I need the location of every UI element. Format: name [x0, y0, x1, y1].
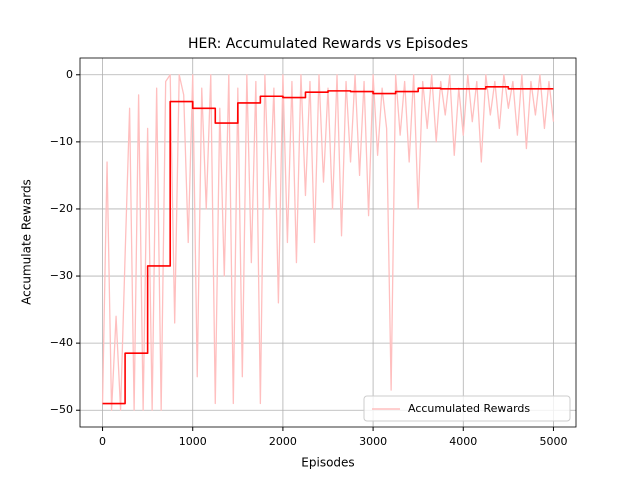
y-axis-label: Accumulate Rewards: [20, 179, 34, 305]
x-tick-label: 1000: [179, 435, 207, 448]
legend-box: [363, 395, 571, 422]
y-tick-label: 0: [66, 68, 73, 81]
y-tick-label: −40: [50, 336, 73, 349]
data-line: [102, 86, 554, 405]
y-tick-label: −10: [50, 135, 73, 148]
data-line: [101, 74, 555, 411]
x-tick-label: 2000: [269, 435, 297, 448]
plot-frame: [79, 57, 577, 428]
y-tick-label: −20: [50, 202, 73, 215]
x-tick-label: 3000: [359, 435, 387, 448]
x-axis-label: Episodes: [301, 456, 354, 470]
y-tick-label: −30: [50, 269, 73, 282]
x-tick-label: 4000: [449, 435, 477, 448]
x-tick-label: 0: [99, 435, 106, 448]
y-tick-label: −50: [50, 403, 73, 416]
x-tick-label: 5000: [539, 435, 567, 448]
legend-label: Accumulated Rewards: [408, 402, 530, 415]
chart-title: HER: Accumulated Rewards vs Episodes: [188, 36, 468, 52]
legend: Accumulated Rewards: [363, 395, 571, 422]
